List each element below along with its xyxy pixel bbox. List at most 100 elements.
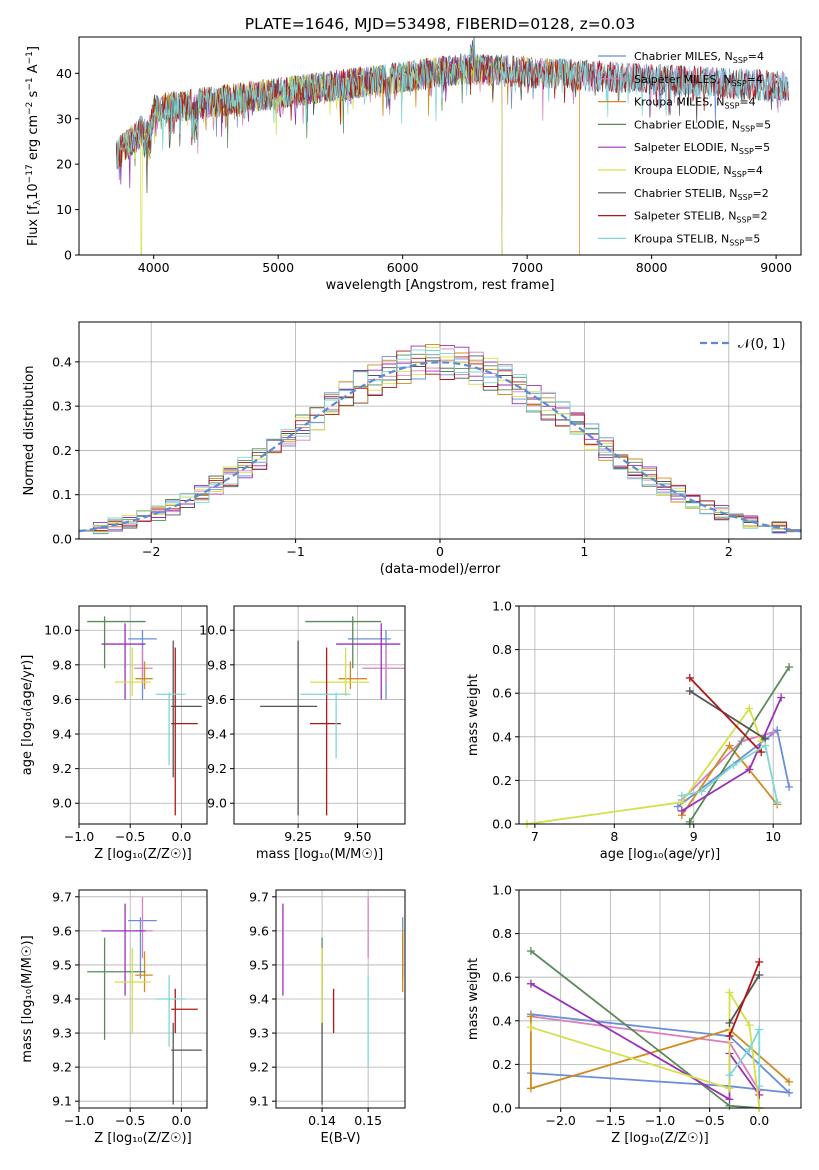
error-bar-point <box>155 975 186 1047</box>
y-tick-label: 1.0 <box>492 883 512 898</box>
x-tick-label: −0.5 <box>115 829 145 844</box>
weight-line <box>689 690 766 740</box>
legend-sub: SSP <box>740 124 755 133</box>
weight-vs-age-panel: 7 8 9 10 0.0 0.2 0.4 0.6 0.8 1.0 age [log₁₀(age/yr… <box>466 599 802 862</box>
legend-name: Chabrier STELIB, N <box>634 187 738 200</box>
plus-marker <box>725 1084 734 1093</box>
y-tick-label: 0.6 <box>492 686 512 701</box>
plus-marker <box>755 957 764 966</box>
plus-marker <box>685 673 694 682</box>
y-tick-label: 9.7 <box>52 889 72 904</box>
error-bar-point <box>171 988 198 1034</box>
legend-name: Kroupa MILES, N <box>634 96 724 109</box>
legend-sub: SSP <box>733 56 748 65</box>
x-tick-label: −1.0 <box>64 1113 94 1128</box>
y-tick-label: 9.4 <box>207 727 227 742</box>
x-tick-label: 0.14 <box>308 1113 336 1128</box>
y-tick-label: 9.6 <box>249 923 269 938</box>
histogram-step <box>79 355 801 532</box>
y-tick-label: 9.2 <box>207 761 227 776</box>
y-tick-label: 0.0 <box>52 532 72 547</box>
y-tick-label: 0.8 <box>492 926 512 941</box>
legend-sub: SSP <box>736 216 751 225</box>
x-tick-label: 0 <box>436 544 444 559</box>
spectrum-panel: 4000 5000 6000 7000 8000 9000 0 10 20 30 40 wavelen… <box>25 36 802 293</box>
mass-vs-metallicity-panel: −1.0 −0.5 0.0 9.1 9.2 9.3 9.4 9.5 9.6 9.7 Z [log₁₀… <box>20 889 208 1146</box>
legend-sub: SSP <box>732 79 747 88</box>
x-tick-label: 7000 <box>511 260 543 275</box>
plus-marker <box>725 1071 734 1080</box>
weight-line <box>728 961 761 1037</box>
histogram-step <box>79 350 801 533</box>
plus-marker <box>755 1025 764 1034</box>
x-tick-label: −1.0 <box>64 829 94 844</box>
plus-marker <box>769 728 778 737</box>
y-tick-label: 0.0 <box>492 817 512 832</box>
plus-marker <box>526 1012 535 1021</box>
y-axis-label-part: −2 <box>25 102 35 115</box>
plus-marker <box>785 1077 794 1086</box>
y-axis-label-part: Flux [f <box>26 205 41 246</box>
plus-marker <box>785 1088 794 1097</box>
plus-marker <box>526 947 535 956</box>
weight-vs-metallicity-panel: −2.0 −1.5 −1.0 −0.5 0.0 0.0 0.2 0.4 0.6 0.8 1.0 Z [… <box>466 883 802 1146</box>
plus-marker <box>755 1082 764 1091</box>
legend-label: Chabrier ELODIE, NSSP=5 <box>634 118 771 133</box>
y-tick-label: 9.3 <box>249 1026 269 1041</box>
legend-name: Salpeter MILES, N <box>634 73 732 86</box>
weight-line <box>530 950 760 1108</box>
plus-marker <box>725 1095 734 1104</box>
residuals-panel: −2 −1 0 1 2 0.0 0.1 0.2 0.3 0.4 (data-model)/error… <box>22 321 802 577</box>
legend-name: Salpeter STELIB, N <box>634 210 736 223</box>
weight-line <box>681 731 774 801</box>
legend-label: Chabrier STELIB, NSSP=2 <box>634 187 769 202</box>
x-axis-label: Z [log₁₀(Z/Z☉)] <box>94 1131 191 1146</box>
age-vs-metallicity-panel: −1.0 −0.5 0.0 9.0 9.2 9.4 9.6 9.8 10.0 Z [log₁₀(Z… <box>20 605 208 862</box>
histogram-step <box>79 345 801 533</box>
error-bar-point <box>305 616 382 669</box>
y-axis-label: Normed distribution <box>22 366 37 496</box>
x-tick-label: 8 <box>610 829 618 844</box>
y-tick-label: 9.8 <box>207 657 227 672</box>
legend-sub: SSP <box>729 238 744 247</box>
plus-marker <box>673 802 682 811</box>
y-tick-label: 9.2 <box>249 1060 269 1075</box>
y-tick-label: 0.2 <box>492 1057 512 1072</box>
error-bar-point <box>134 647 153 683</box>
plus-marker <box>785 663 794 672</box>
error-bar-point <box>87 937 146 1040</box>
x-tick-label: 10 <box>765 829 781 844</box>
y-tick-label: 9.4 <box>52 992 72 1007</box>
plus-marker <box>777 693 786 702</box>
plus-marker <box>725 741 734 750</box>
spectrum-line <box>115 53 789 167</box>
y-tick-label: 0.3 <box>52 399 72 414</box>
x-tick-label: −1.0 <box>645 1113 675 1128</box>
x-axis-label: Z [log₁₀(Z/Z☉)] <box>94 847 191 862</box>
plus-marker <box>729 761 738 770</box>
y-axis-label-part: 10 <box>26 183 41 200</box>
y-tick-label: 0.2 <box>52 443 72 458</box>
x-tick-label: −0.5 <box>694 1113 724 1128</box>
axes-frame <box>78 605 208 825</box>
plus-marker <box>755 1090 764 1099</box>
mass-vs-extinction-panel: 0.14 0.15 9.1 9.2 9.3 9.4 9.5 9.6 9.7 E(B-V) <box>249 889 406 1146</box>
y-tick-label: 9.5 <box>249 957 269 972</box>
axes-frame <box>275 889 406 1109</box>
plus-marker <box>725 988 734 997</box>
axes-frame <box>78 36 802 256</box>
y-tick-label: 0.4 <box>492 1013 512 1028</box>
error-bar-point <box>362 647 405 683</box>
plus-marker <box>677 806 686 815</box>
error-bar-point <box>87 616 146 669</box>
normal-curve <box>79 361 801 533</box>
y-tick-label: 10.0 <box>199 623 227 638</box>
plus-marker <box>677 791 686 800</box>
y-tick-label: 9.1 <box>52 1094 72 1109</box>
y-axis-label: Flux [fλ10−17 erg cm−2 s−1 A−1] <box>25 46 43 246</box>
y-tick-label: 9.6 <box>52 692 72 707</box>
legend-label: Kroupa STELIB, NSSP=5 <box>634 232 760 247</box>
error-bar-point <box>260 640 318 816</box>
axes-frame <box>78 889 208 1109</box>
